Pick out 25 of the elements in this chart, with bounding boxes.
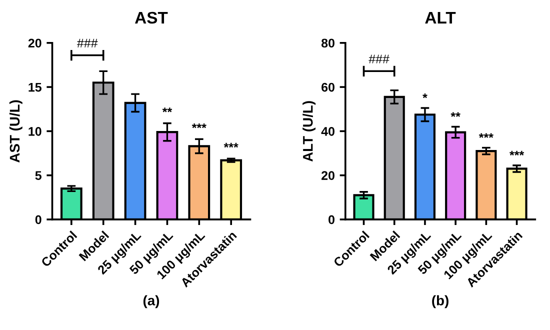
chart-title: ALT (425, 12, 456, 24)
x-axis-title: (b) (432, 295, 448, 308)
y-tick-label: 10 (28, 126, 42, 136)
chart-title: AST (134, 12, 168, 24)
y-tick-label: 0 (35, 215, 42, 224)
x-axis-title: (a) (143, 295, 160, 308)
y-tick-label: 60 (322, 82, 334, 92)
annotation: *** (192, 124, 206, 128)
y-tick-label: 20 (322, 171, 334, 180)
annotation: *** (478, 133, 494, 138)
annotation: ** (162, 108, 172, 112)
annotation: * (422, 94, 428, 98)
annotation: ### (77, 38, 98, 48)
annotation: ** (450, 112, 460, 117)
y-tick-label: 80 (321, 38, 334, 48)
y-tick-label: 0 (328, 215, 334, 224)
y-tick-label: 40 (321, 126, 334, 136)
y-axis-title: AST (U/L) (9, 100, 22, 162)
annotation: ### (368, 54, 390, 64)
y-tick-label: 15 (28, 82, 42, 92)
y-axis-title: ALT (U/L) (302, 101, 316, 162)
y-tick-label: 5 (35, 171, 42, 180)
annotation: *** (224, 142, 238, 148)
annotation: *** (510, 150, 524, 156)
y-tick-label: 20 (28, 38, 42, 48)
